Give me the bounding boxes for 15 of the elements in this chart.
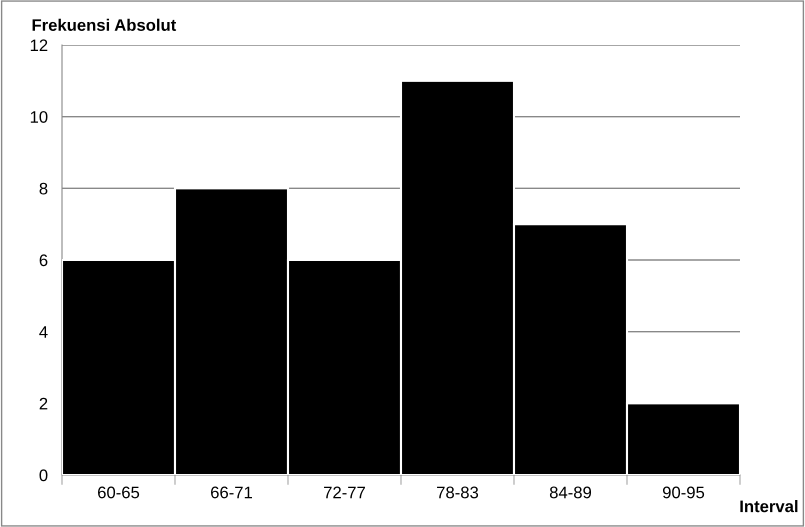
y-tick-label: 6 [40,254,48,266]
x-tick-label: 66-71 [211,486,252,498]
y-tick-label: 8 [40,182,48,195]
x-tick-label: 78-83 [437,486,478,498]
y-axis-title: Frekuensi Absolut [32,18,176,31]
x-tick-label: 84-89 [550,486,592,498]
x-tick-label: 90-95 [662,486,704,498]
y-tick-label: 0 [39,469,48,482]
y-tick-label: 10 [30,111,48,123]
x-tick-label: 72-77 [324,486,365,498]
x-axis-title: Interval [740,500,798,512]
y-tick-label: 12 [30,39,48,52]
y-tick-label: 2 [40,398,48,410]
x-tick-label: 60-65 [98,486,140,498]
y-tick-label: 4 [39,326,48,338]
